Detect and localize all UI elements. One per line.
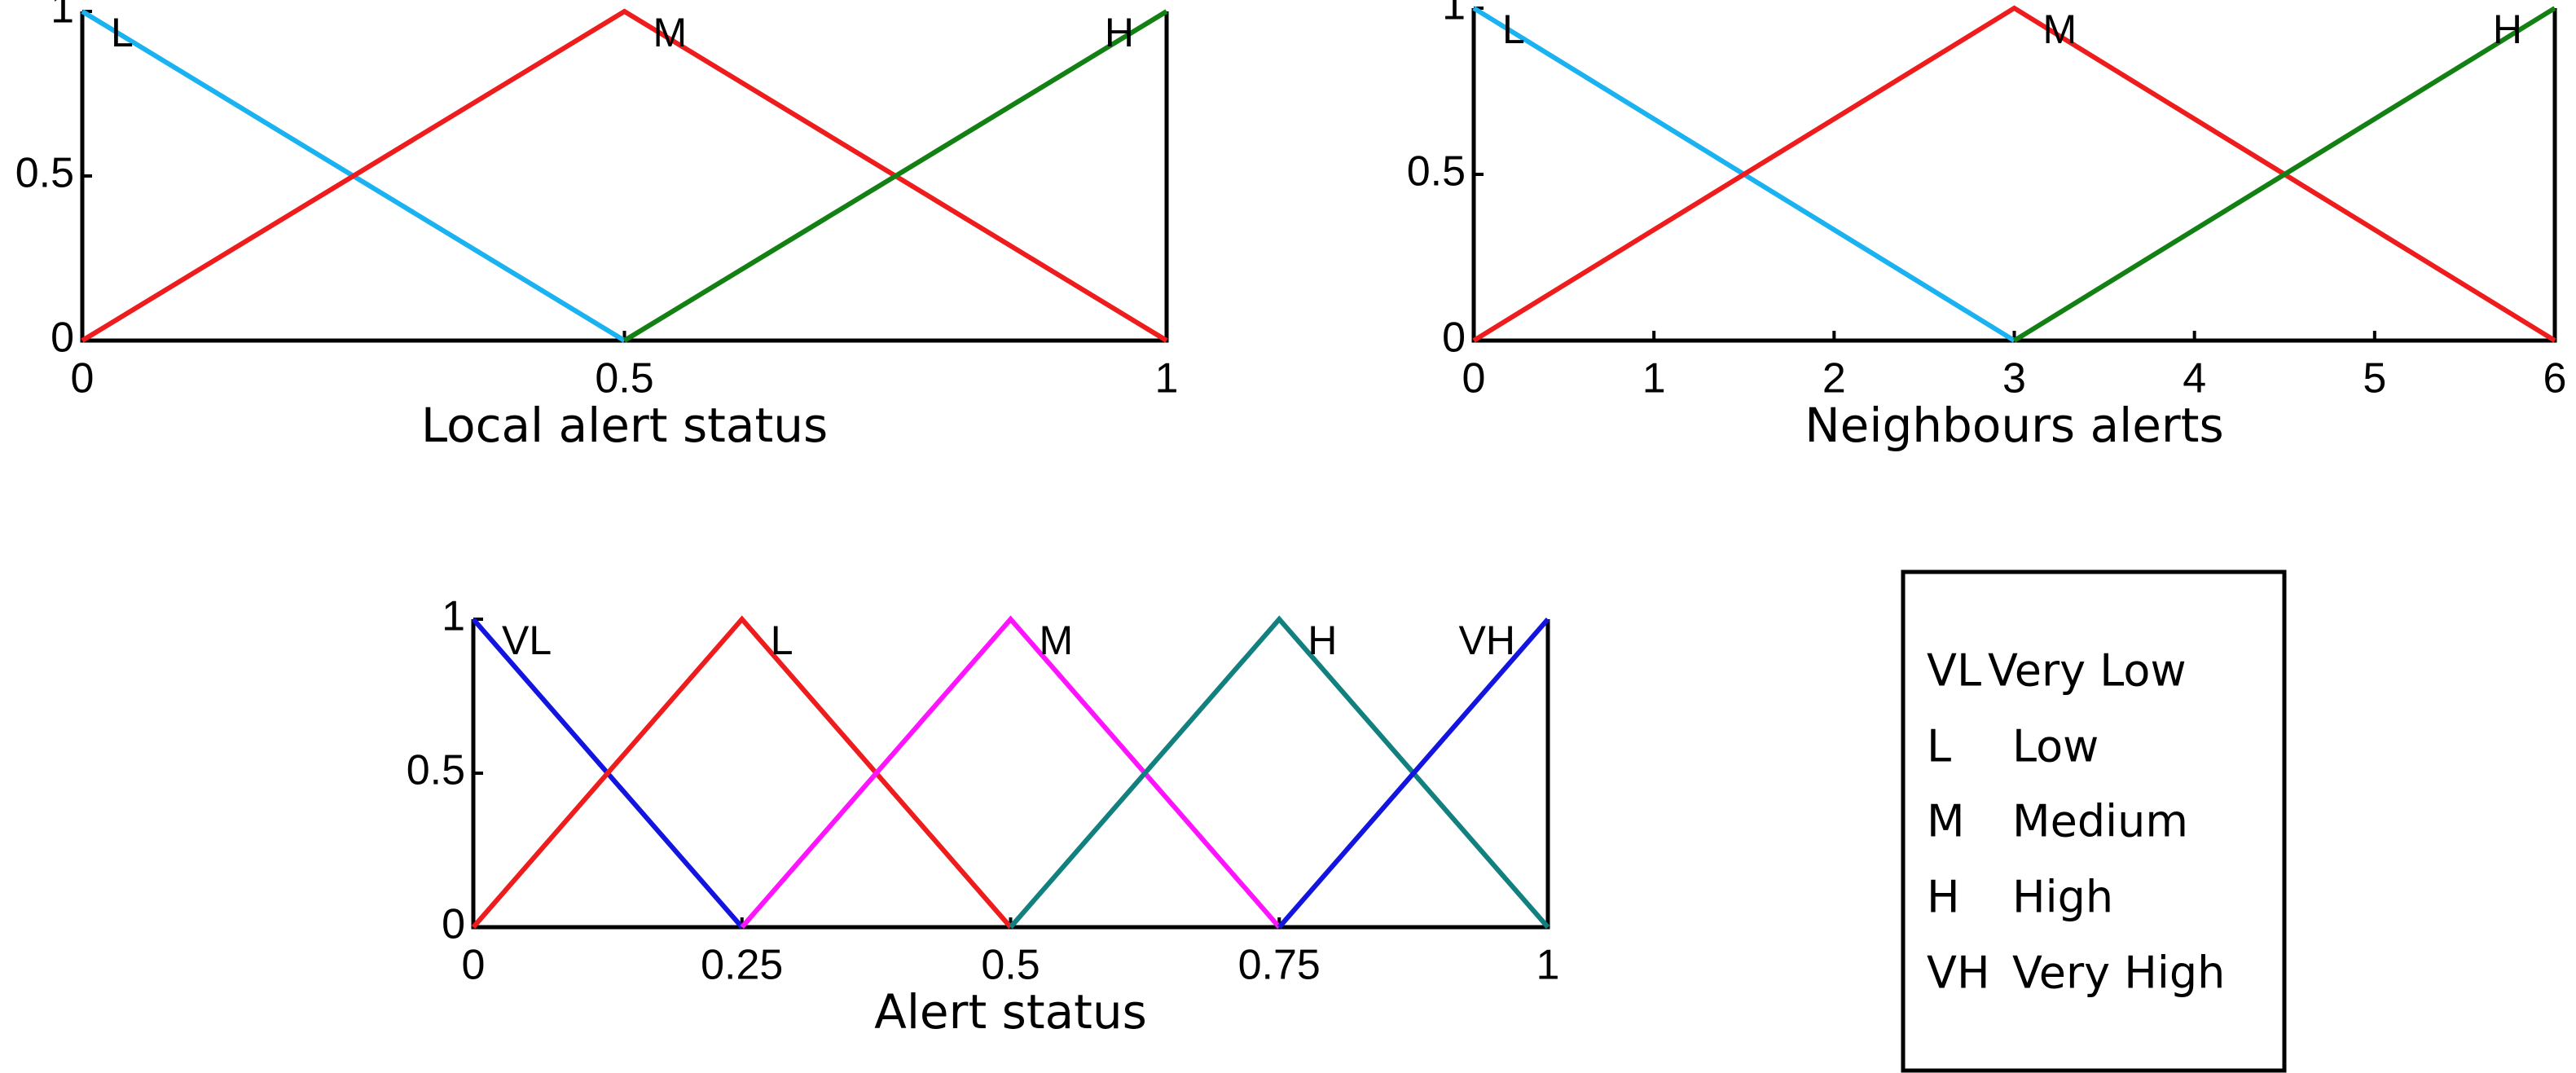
legend-box — [1901, 569, 2287, 1073]
series-line — [1277, 618, 1550, 929]
x-tick-label: 1 — [1642, 355, 1666, 402]
series-label: L — [771, 618, 793, 663]
y-tick-label: 1 — [1442, 0, 1466, 29]
axis-frame — [471, 619, 1550, 930]
x-tick-label: 6 — [2543, 355, 2567, 402]
x-tick-label: 0.75 — [1238, 942, 1321, 989]
axis-frame — [1471, 8, 2557, 343]
y-tick-label: 0.5 — [15, 150, 74, 197]
y-tick-label: 1 — [51, 0, 74, 33]
legend-abbr: L — [1927, 721, 1951, 772]
legend-label: Very Low — [1988, 645, 2187, 697]
y-tick-label: 0 — [1442, 314, 1466, 362]
x-tick-label: 2 — [1822, 355, 1846, 402]
series-label: VL — [502, 618, 552, 663]
series-label: M — [653, 10, 688, 55]
legend-abbr: VH — [1927, 948, 1990, 999]
y-tick-label: 0.5 — [407, 747, 465, 794]
series-line — [2012, 6, 2556, 343]
legend-abbr: M — [1927, 796, 1965, 847]
series-line — [1009, 615, 1550, 929]
series-line — [471, 615, 1013, 929]
y-tick-label: 0.5 — [1407, 148, 1466, 196]
x-tick-label: 0 — [462, 942, 486, 989]
series-label: M — [1040, 618, 1074, 663]
series-line — [81, 8, 1168, 343]
y-tick-label: 0 — [442, 901, 465, 948]
x-tick-label: 0.5 — [981, 942, 1040, 989]
x-tick-label: 1 — [1536, 942, 1560, 989]
series-line — [622, 9, 1168, 343]
series-label: H — [1105, 10, 1134, 55]
legend-abbr: VL — [1927, 645, 1981, 697]
series-label: H — [2493, 7, 2522, 52]
series-label: L — [1502, 7, 1525, 52]
x-tick-label: 1 — [1155, 355, 1179, 402]
legend-label: High — [2012, 872, 2113, 923]
legend-label: Medium — [2012, 796, 2188, 847]
series-line — [740, 615, 1281, 929]
x-axis-label: Alert status — [874, 984, 1147, 1040]
series-label: L — [111, 10, 134, 55]
series-label: M — [2043, 7, 2077, 52]
x-tick-label: 5 — [2363, 355, 2386, 402]
series-line — [1472, 5, 2556, 343]
legend-abbr: H — [1927, 872, 1960, 923]
series-label: H — [1308, 618, 1337, 663]
x-axis-label: Neighbours alerts — [1805, 398, 2223, 453]
x-axis-label: Local alert status — [421, 398, 828, 453]
y-tick-label: 1 — [442, 593, 465, 640]
legend-label: Very High — [2012, 948, 2225, 999]
y-tick-label: 0 — [51, 314, 74, 362]
x-tick-label: 0 — [1462, 355, 1486, 402]
x-tick-label: 3 — [2002, 355, 2026, 402]
x-tick-label: 4 — [2183, 355, 2206, 402]
x-tick-label: 0 — [71, 355, 95, 402]
series-label: VH — [1459, 618, 1515, 663]
x-tick-label: 0.5 — [595, 355, 653, 402]
axis-frame — [80, 11, 1169, 343]
x-tick-label: 0.25 — [701, 942, 783, 989]
legend-label: Low — [2012, 721, 2099, 772]
